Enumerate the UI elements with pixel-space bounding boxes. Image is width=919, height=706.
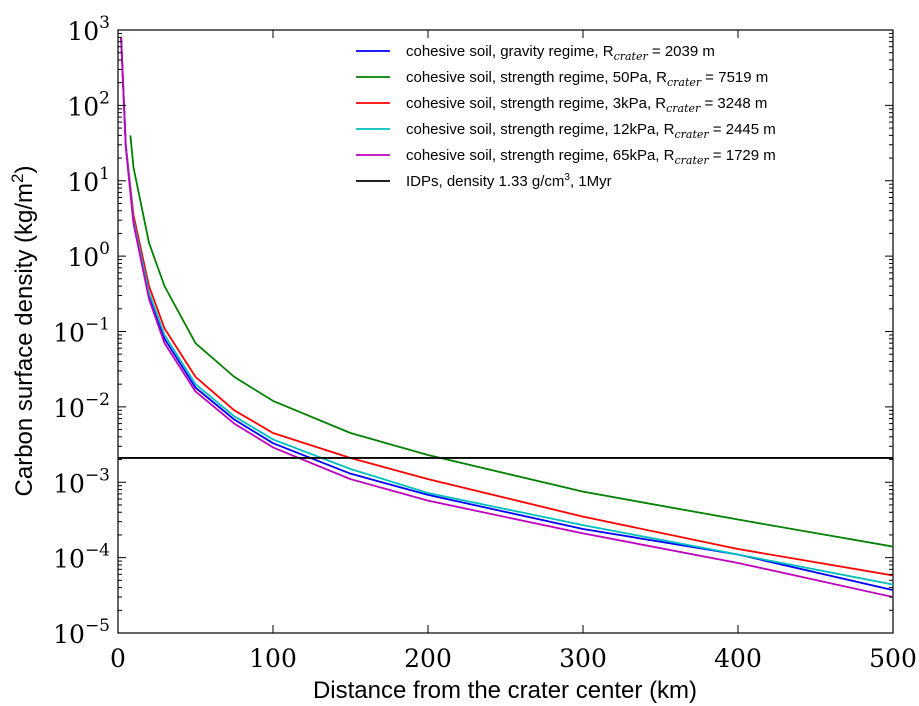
y-tick-label: 10−3: [53, 465, 110, 498]
y-tick-label: 101: [67, 164, 110, 197]
y-tick-label: 10−1: [53, 315, 110, 348]
legend-label-6: IDPs, density 1.33 g/cm3, 1Myr: [406, 172, 612, 190]
legend: cohesive soil, gravity regime, Rcrater =…: [356, 43, 776, 190]
y-tick-label: 10−2: [53, 390, 110, 423]
series-line-2: [129, 135, 894, 548]
x-tick-label: 100: [249, 644, 297, 673]
x-tick-label: 200: [404, 644, 452, 673]
legend-label-3: cohesive soil, strength regime, 3kPa, Rc…: [406, 95, 767, 115]
legend-label-2: cohesive soil, strength regime, 50Pa, Rc…: [406, 69, 768, 89]
series-line-5: [120, 37, 894, 598]
x-tick-label: 0: [110, 644, 126, 673]
y-axis-title: Carbon surface density (kg/m2): [8, 166, 38, 497]
y-tick-label: 10−4: [53, 541, 110, 574]
plot-frame: [117, 29, 894, 634]
legend-label-4: cohesive soil, strength regime, 12kPa, R…: [406, 121, 776, 141]
y-tick-label: 102: [67, 88, 110, 121]
x-axis-title: Distance from the crater center (km): [313, 677, 697, 704]
y-tick-label: 100: [67, 239, 110, 272]
x-tick-label: 500: [869, 644, 917, 673]
x-tick-label: 400: [714, 644, 762, 673]
y-tick-label: 103: [67, 13, 110, 46]
legend-label-5: cohesive soil, strength regime, 65kPa, R…: [406, 147, 776, 167]
x-tick-label: 300: [559, 644, 607, 673]
tick-layer: 0 100 200 300 400 500 10−5 10−4 10−3 10−2 10−1 100 1…: [53, 13, 917, 673]
series-layer: [118, 37, 894, 598]
legend-label-1: cohesive soil, gravity regime, Rcrater =…: [406, 43, 715, 63]
y-tick-label: 10−5: [53, 616, 110, 649]
